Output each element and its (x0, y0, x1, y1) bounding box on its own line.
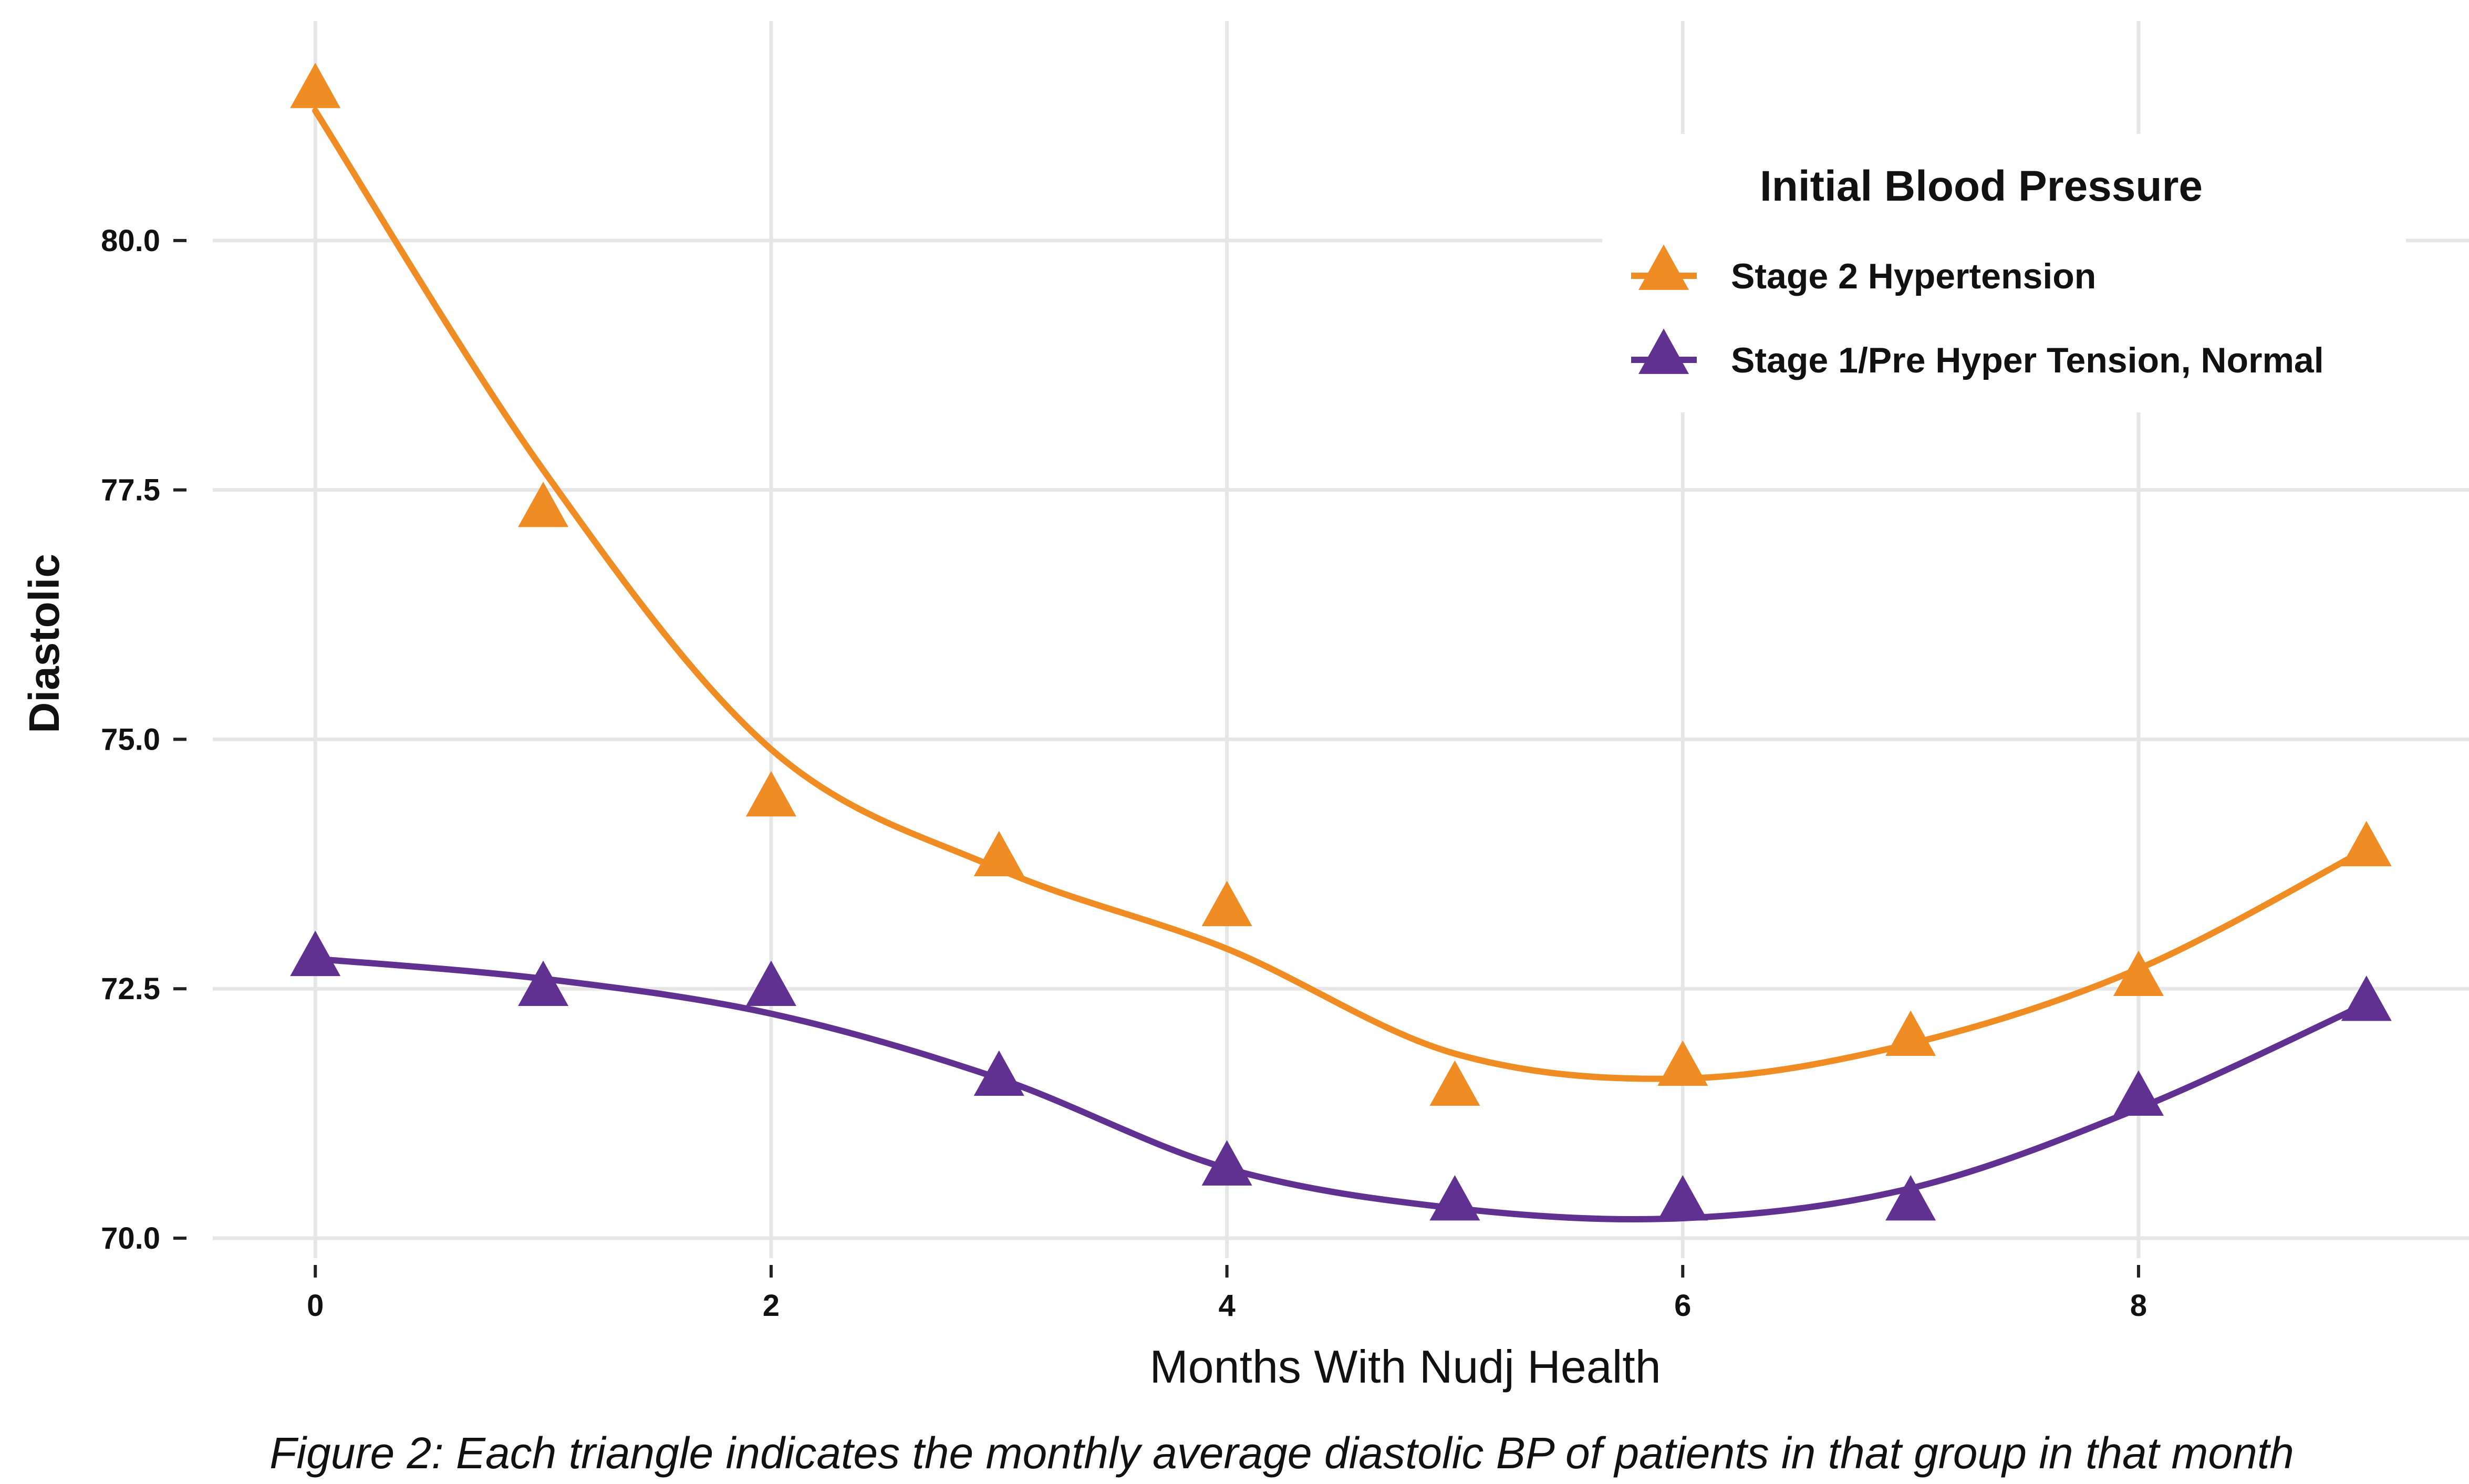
data-point-0-1 (518, 482, 569, 527)
series-layer (290, 63, 2392, 1222)
figure-caption: Figure 2: Each triangle indicates the mo… (269, 1428, 2294, 1478)
legend-title: Initial Blood Pressure (1760, 162, 2203, 210)
x-tick-label-2: 4 (1218, 1289, 1235, 1323)
data-point-1-2 (745, 960, 796, 1006)
data-point-0-3 (973, 831, 1024, 877)
data-point-1-8 (2113, 1070, 2164, 1116)
x-axis: 0 2 4 6 8 (307, 1265, 2147, 1323)
data-point-1-3 (973, 1050, 1024, 1096)
data-point-0-6 (1657, 1040, 1708, 1086)
trend-line-0 (312, 107, 2370, 1082)
legend-label-0: Stage 2 Hypertension (1731, 256, 2096, 296)
data-point-0-0 (290, 63, 341, 108)
legend-label-1: Stage 1/Pre Hyper Tension, Normal (1731, 340, 2324, 380)
data-point-1-4 (1201, 1140, 1252, 1186)
legend (1602, 134, 2406, 412)
data-point-1-6 (1657, 1175, 1708, 1221)
legend-marker-1 (1638, 328, 1689, 374)
x-axis-title: Months With Nudj Health (1149, 1341, 1661, 1393)
data-point-1-1 (518, 960, 569, 1006)
y-tick-label-1: 72.5 (101, 972, 160, 1006)
data-point-0-8 (2113, 950, 2164, 997)
series-0 (290, 63, 2392, 1106)
y-tick-label-4: 80.0 (101, 224, 160, 258)
x-tick-label-3: 6 (1674, 1289, 1691, 1323)
data-point-1-7 (1885, 1175, 1936, 1221)
y-tick-label-3: 77.5 (101, 473, 160, 507)
data-point-0-9 (2341, 821, 2392, 867)
series-1 (290, 930, 2392, 1222)
legend-content: Initial Blood Pressure Stage 2 Hypertens… (1631, 162, 2324, 380)
y-tick-label-0: 70.0 (101, 1221, 160, 1255)
data-point-0-2 (745, 771, 796, 817)
x-tick-label-0: 0 (307, 1289, 324, 1323)
data-point-1-9 (2341, 976, 2392, 1021)
y-axis: 70.0 72.5 75.0 77.5 80.0 (101, 224, 186, 1255)
y-tick-label-2: 75.0 (101, 722, 160, 756)
data-point-0-7 (1885, 1010, 1936, 1056)
legend-marker-0 (1638, 244, 1689, 290)
data-point-1-5 (1429, 1175, 1480, 1221)
data-point-1-0 (290, 930, 341, 977)
x-tick-label-1: 2 (763, 1289, 780, 1323)
data-point-0-5 (1429, 1060, 1480, 1106)
y-axis-title: Diastolic (20, 554, 68, 733)
x-tick-label-4: 8 (2130, 1289, 2147, 1323)
data-point-0-4 (1201, 880, 1252, 927)
legend-background (1602, 134, 2406, 412)
trend-line-1 (312, 956, 2370, 1222)
